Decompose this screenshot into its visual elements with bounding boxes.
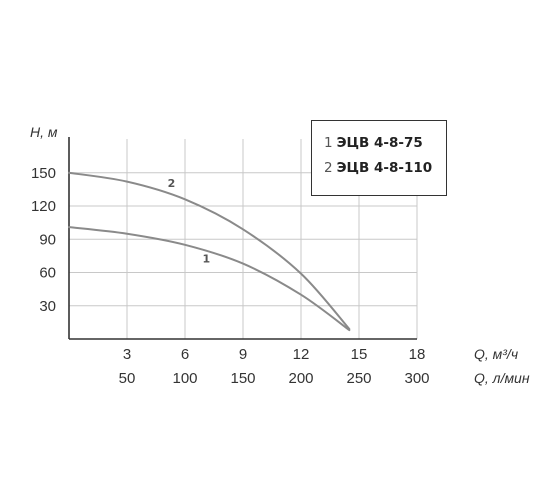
y-tick-label-150: 150 xyxy=(31,165,56,182)
curves xyxy=(68,171,351,332)
legend-name-2: ЭЦВ 4-8-110 xyxy=(336,160,433,176)
y-tick-label-90: 90 xyxy=(39,231,56,248)
y-tick-label-60: 60 xyxy=(39,265,56,282)
legend-name-1: ЭЦВ 4-8-75 xyxy=(336,135,423,151)
x-tick-label-3: 3 xyxy=(123,346,131,363)
x-tick-label-15: 15 xyxy=(351,346,368,363)
x-axis-label: Q, м³/ч xyxy=(474,346,518,362)
legend-number-2: 2 xyxy=(324,160,333,176)
x-tick-label-9: 9 xyxy=(239,346,247,363)
axes xyxy=(68,137,417,340)
x-axis-label-secondary: Q, л/мин xyxy=(474,370,530,386)
curve-annotation-1: 1 xyxy=(202,253,210,266)
legend-number-1: 1 xyxy=(324,135,333,151)
x2-tick-label-250: 250 xyxy=(346,370,371,387)
x2-tick-label-100: 100 xyxy=(172,370,197,387)
x2-tick-label-50: 50 xyxy=(119,370,136,387)
legend-item-1: 1 ЭЦВ 4-8-75 xyxy=(324,131,446,156)
series-line-1 xyxy=(68,226,351,332)
y-axis-label: H, м xyxy=(30,124,58,140)
x2-tick-label-300: 300 xyxy=(404,370,429,387)
curve-annotation-2: 2 xyxy=(168,177,176,190)
legend: 1 ЭЦВ 4-8-75 2 ЭЦВ 4-8-110 xyxy=(311,120,447,196)
legend-item-2: 2 ЭЦВ 4-8-110 xyxy=(324,156,446,181)
x-tick-label-6: 6 xyxy=(181,346,189,363)
y-tick-label-30: 30 xyxy=(39,298,56,315)
series-line-2 xyxy=(68,171,351,330)
x-tick-label-12: 12 xyxy=(293,346,310,363)
x2-tick-label-150: 150 xyxy=(230,370,255,387)
x-tick-label-18: 18 xyxy=(409,346,426,363)
x2-tick-label-200: 200 xyxy=(288,370,313,387)
y-tick-label-120: 120 xyxy=(31,198,56,215)
